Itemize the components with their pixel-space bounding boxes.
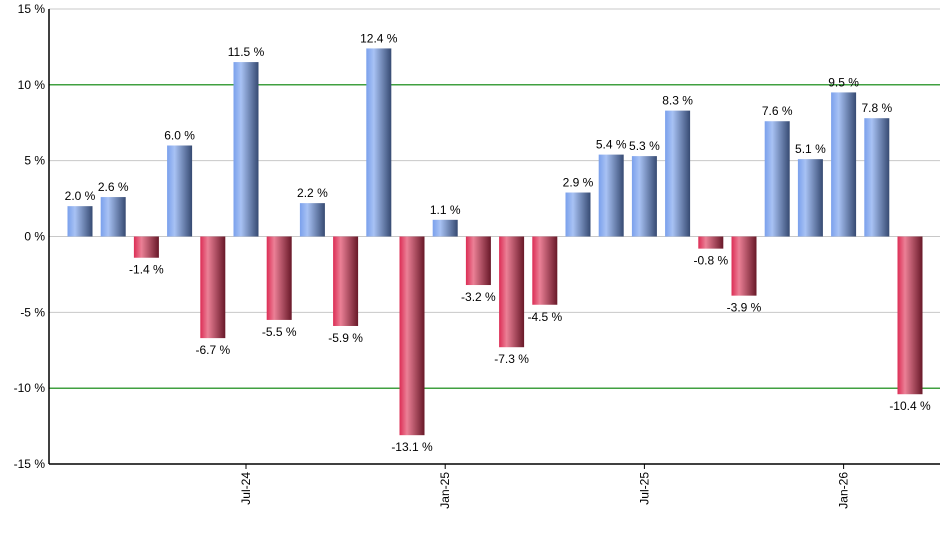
data-label: 9.5 %: [828, 75, 859, 89]
bar: [299, 203, 325, 237]
gridlines: [49, 8, 940, 389]
data-label: 2.2 %: [297, 186, 328, 200]
bar: [831, 92, 857, 237]
data-label: 8.3 %: [662, 94, 693, 108]
x-tick-label: Jan-26: [837, 472, 851, 509]
bar: [200, 236, 226, 339]
y-tick-label: -10 %: [14, 381, 46, 395]
data-label: 5.1 %: [795, 142, 826, 156]
bar: [598, 154, 624, 237]
y-tick-label: 5 %: [24, 154, 45, 168]
bar: [399, 236, 425, 436]
bar: [266, 236, 292, 320]
data-label: -4.5 %: [527, 310, 562, 324]
data-label: -10.4 %: [889, 399, 931, 413]
y-tick-label: -15 %: [14, 457, 46, 471]
bar: [167, 145, 193, 237]
data-label: -6.7 %: [195, 343, 230, 357]
data-label: 7.6 %: [762, 104, 793, 118]
bar: [897, 236, 923, 395]
bar: [665, 110, 691, 237]
data-label: -3.2 %: [461, 290, 496, 304]
y-tick-label: -5 %: [20, 305, 45, 319]
y-tick-label: 0 %: [24, 230, 45, 244]
bar: [565, 192, 591, 237]
bar: [465, 236, 491, 286]
data-label: 2.6 %: [98, 180, 129, 194]
data-label: -13.1 %: [391, 440, 433, 454]
data-label: -7.3 %: [494, 352, 529, 366]
bar: [797, 159, 823, 237]
bar: [864, 118, 890, 237]
data-label: 7.8 %: [861, 101, 892, 115]
bar: [631, 156, 657, 237]
data-label: -5.9 %: [328, 331, 363, 345]
bar: [764, 121, 790, 237]
data-label: 2.9 %: [563, 176, 594, 190]
y-tick-label: 15 %: [18, 2, 46, 16]
bars: 2.0 %2.6 % -1.4 % 6.0 % -6.7 % 11.5 % -5.5 % 2…: [65, 31, 931, 454]
data-label: 6.0 %: [164, 129, 195, 143]
bar: [698, 236, 724, 249]
bar: [731, 236, 757, 296]
data-label: 12.4 %: [360, 31, 398, 45]
x-tick-label: Jul-25: [637, 472, 651, 505]
y-tick-label: 10 %: [18, 78, 46, 92]
bar: [366, 48, 392, 237]
bar: [532, 236, 558, 305]
bar: [133, 236, 159, 258]
data-label: -3.9 %: [727, 301, 762, 315]
bar: [499, 236, 525, 348]
bar: [233, 62, 259, 237]
data-label: -0.8 %: [693, 254, 728, 268]
data-label: -1.4 %: [129, 263, 164, 277]
bar: [333, 236, 359, 326]
bar: [100, 197, 126, 237]
data-label: 2.0 %: [65, 189, 96, 203]
data-label: -5.5 %: [262, 325, 297, 339]
data-label: 5.4 %: [596, 138, 627, 152]
axes: 15 % 10 % 5 % 0 % -5 % -10 % -15 % Jul-24 Jan-25…: [14, 2, 940, 509]
data-label: 11.5 %: [228, 45, 265, 59]
bar: [67, 206, 93, 237]
x-tick-label: Jan-25: [438, 472, 452, 509]
x-tick-label: Jul-24: [239, 472, 253, 505]
data-label: 1.1 %: [430, 203, 461, 217]
bar: [432, 219, 458, 237]
data-label: 5.3 %: [629, 139, 660, 153]
